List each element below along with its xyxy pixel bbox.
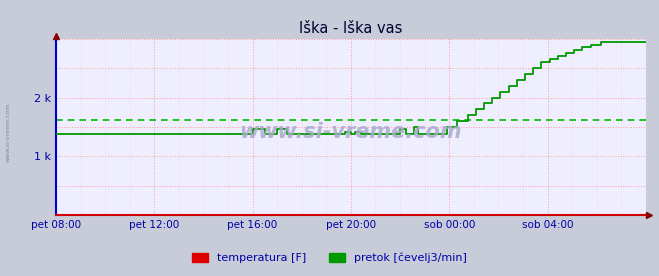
Text: www.si-vreme.com: www.si-vreme.com [240, 122, 462, 142]
Legend: temperatura [F], pretok [čevelj3/min]: temperatura [F], pretok [čevelj3/min] [187, 248, 472, 268]
Text: www.si-vreme.com: www.si-vreme.com [5, 103, 11, 162]
Title: Iška - Iška vas: Iška - Iška vas [299, 21, 403, 36]
